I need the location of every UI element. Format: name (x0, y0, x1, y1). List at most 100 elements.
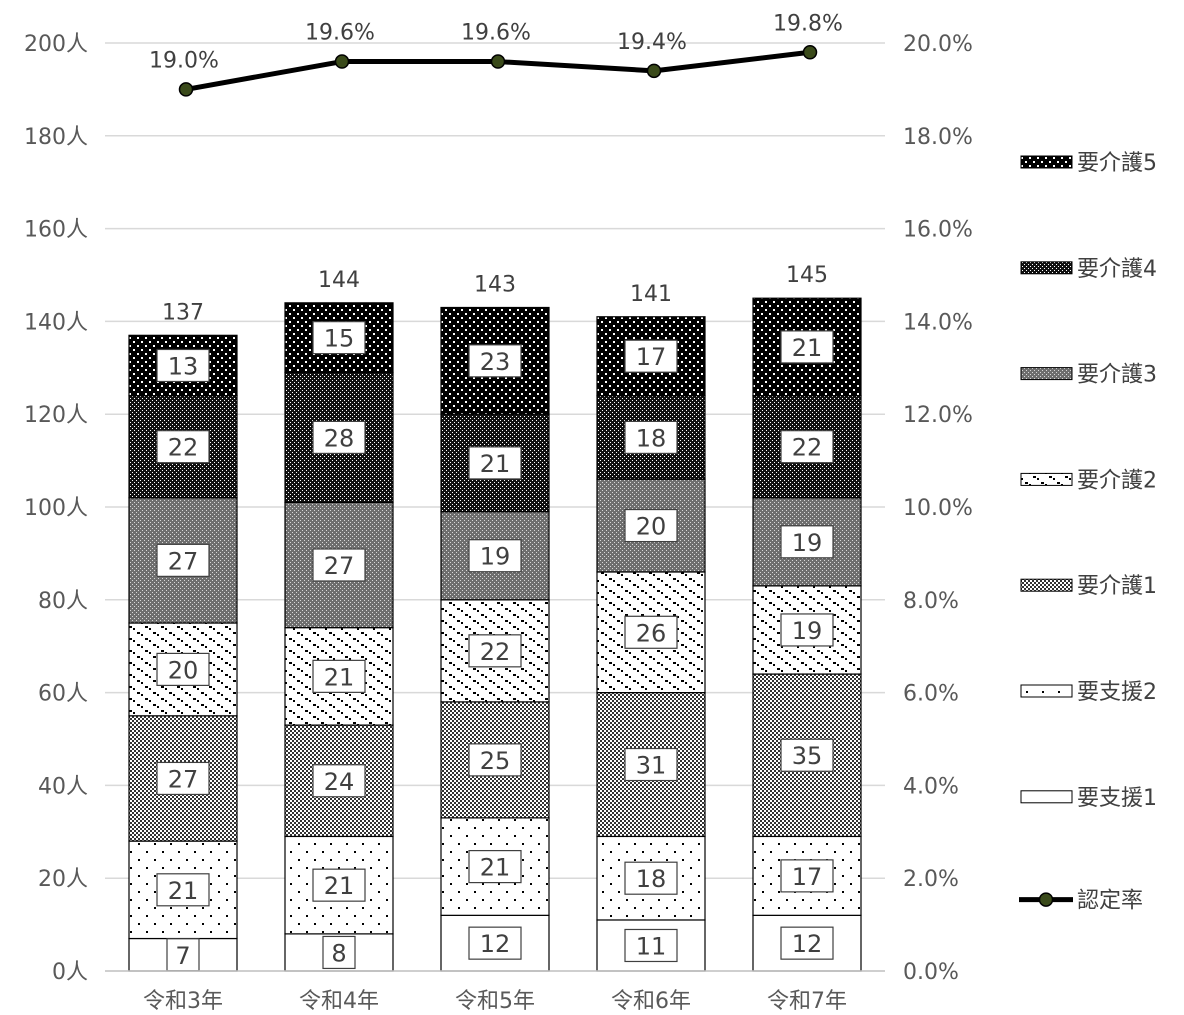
data-label: 18 (636, 865, 667, 893)
legend-label: 認定率 (1077, 889, 1143, 914)
y-left-tick-label: 80人 (38, 589, 88, 614)
data-label-box (156, 873, 210, 907)
data-label-box (312, 868, 366, 902)
y-right-tick-label: 16.0% (903, 218, 973, 243)
data-label: 11 (636, 932, 667, 960)
y-left-tick-label: 0人 (52, 960, 88, 985)
data-label-box (312, 420, 366, 454)
data-label: 24 (324, 768, 355, 796)
data-label: 12 (792, 930, 823, 958)
legend-label: 要介護1 (1077, 574, 1157, 599)
data-label-box (624, 615, 678, 649)
data-label: 20 (636, 513, 667, 541)
data-label-box (166, 938, 200, 972)
data-label: 21 (480, 450, 511, 478)
legend-swatch (1020, 684, 1073, 698)
data-label-box (312, 548, 366, 582)
data-label-box (624, 861, 678, 895)
data-label: 19 (792, 617, 823, 645)
total-label: 143 (474, 272, 516, 297)
y-left-tick-label: 40人 (38, 774, 88, 799)
data-label: 21 (324, 663, 355, 691)
legend-label: 要介護4 (1077, 257, 1157, 282)
total-label: 145 (786, 263, 828, 288)
data-label-box (468, 539, 522, 573)
data-label: 19 (792, 529, 823, 557)
data-label-box (624, 420, 678, 454)
data-label: 27 (168, 547, 199, 575)
data-label: 25 (480, 747, 511, 775)
legend-label: 要支援2 (1077, 680, 1157, 705)
data-label-box (468, 634, 522, 668)
data-label-box (468, 849, 522, 884)
data-label: 21 (792, 334, 823, 362)
y-right-tick-label: 8.0% (903, 589, 959, 614)
y-left-tick-label: 180人 (24, 125, 88, 150)
data-label: 7 (175, 942, 190, 970)
data-label: 12 (480, 930, 511, 958)
data-label-box (624, 508, 678, 543)
data-label: 21 (168, 877, 199, 905)
data-label-box (780, 926, 834, 960)
data-label: 18 (636, 424, 667, 452)
legend-swatch (1020, 578, 1073, 592)
data-label: 19 (480, 543, 511, 571)
rate-marker (802, 45, 818, 60)
y-right-tick-label: 10.0% (903, 496, 973, 521)
data-label: 8 (331, 939, 346, 967)
data-label-box (468, 743, 522, 777)
y-left-tick-label: 160人 (24, 218, 88, 243)
legend-swatch (1020, 155, 1073, 169)
rate-marker (646, 63, 662, 79)
data-label-box (156, 543, 210, 577)
y-left-tick-label: 60人 (38, 682, 88, 707)
x-tick-label: 令和4年 (299, 989, 379, 1014)
data-label-box (780, 613, 834, 647)
legend-swatch (1020, 367, 1073, 381)
data-label-box (468, 446, 522, 480)
data-label-box (468, 344, 522, 378)
y-left-tick-label: 20人 (38, 867, 88, 892)
x-tick-label: 令和3年 (143, 989, 223, 1014)
y-left-tick-label: 100人 (24, 496, 88, 521)
y-left-tick-label: 120人 (24, 403, 88, 428)
y-right-tick-label: 6.0% (903, 682, 959, 707)
total-label: 137 (162, 300, 204, 325)
data-label-box (156, 761, 210, 796)
data-label: 15 (324, 325, 355, 353)
data-label: 22 (792, 434, 823, 462)
data-label-box (780, 738, 834, 772)
y-right-tick-label: 0.0% (903, 960, 959, 985)
rate-label: 19.8% (773, 11, 843, 36)
data-label-box (468, 926, 522, 960)
total-label: 144 (318, 268, 360, 293)
rate-label: 19.4% (617, 30, 687, 55)
data-label-box (780, 330, 834, 364)
data-label: 22 (168, 434, 199, 462)
data-label-box (156, 348, 210, 383)
legend-label: 要介護3 (1077, 363, 1157, 388)
data-label-box (312, 321, 366, 355)
data-label-box (624, 747, 678, 782)
data-label: 17 (792, 863, 823, 891)
data-label-box (322, 935, 356, 970)
rate-marker (178, 82, 194, 97)
legend-swatch (1020, 261, 1073, 275)
data-label-box (312, 659, 366, 693)
rate-label: 19.6% (305, 21, 375, 46)
y-left-tick-label: 200人 (24, 32, 88, 57)
data-label-box (780, 859, 834, 893)
data-label: 17 (636, 343, 667, 371)
data-label-box (624, 339, 678, 373)
data-label: 21 (324, 872, 355, 900)
legend-label: 要介護5 (1077, 151, 1157, 176)
data-label-box (156, 430, 210, 464)
legend-swatch (1020, 472, 1073, 486)
data-label: 27 (324, 552, 355, 580)
y-right-tick-label: 18.0% (903, 125, 973, 150)
data-label-box (780, 430, 834, 464)
data-label: 27 (168, 765, 199, 793)
data-label: 22 (480, 638, 511, 666)
y-right-tick-label: 12.0% (903, 403, 973, 428)
